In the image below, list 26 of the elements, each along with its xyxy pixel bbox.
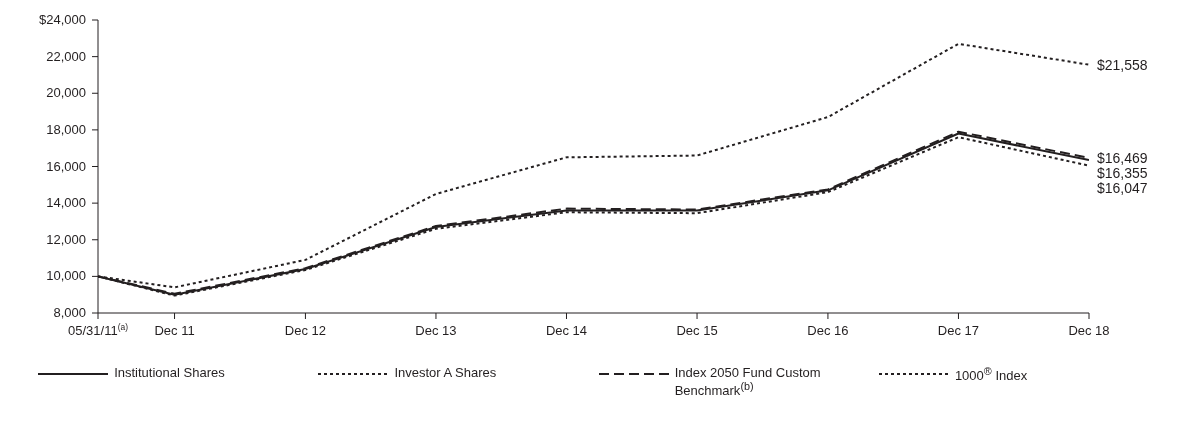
x-tick-label: Dec 16	[807, 323, 849, 338]
x-tick-label: Dec 11	[154, 323, 195, 338]
legend-label: Investor A Shares	[394, 365, 497, 380]
annotation: $16,047	[1097, 179, 1148, 196]
legend-label: Institutional Shares	[114, 365, 225, 380]
x-tick-label: Dec 13	[415, 323, 457, 338]
annotation: $16,469	[1097, 149, 1148, 166]
y-tick-label: 10,000	[46, 268, 86, 284]
x-tick-label: Dec 12	[284, 323, 327, 338]
x-tick-label: Dec 17	[937, 323, 980, 338]
x-tick-label: 05/31/11$^{(a)}$	[68, 322, 129, 338]
y-tick-label: 16,000	[46, 158, 86, 174]
y-tick-label: 14,000	[46, 195, 86, 211]
y-tick-label: 20,000	[46, 85, 86, 101]
y-tick-label: 18,000	[46, 121, 86, 137]
annotation: $21,558	[1097, 56, 1148, 73]
annotation: $16,355	[1097, 164, 1148, 181]
x-tick-label: Dec 15	[676, 323, 718, 338]
y-tick-label: 12,000	[46, 231, 86, 247]
y-tick-label: $24,000	[39, 12, 86, 27]
legend-label: 1000$^{®}$ Index	[954, 365, 1028, 384]
y-tick-label: 22,000	[46, 48, 86, 64]
x-tick-label: Dec 18	[1068, 323, 1110, 338]
y-tick-label: 8,000	[53, 305, 86, 320]
x-tick-label: Dec 14	[545, 323, 588, 338]
legend-label: Index 2050 Fund Custom Benchmark$^{(b)}$	[674, 365, 822, 399]
